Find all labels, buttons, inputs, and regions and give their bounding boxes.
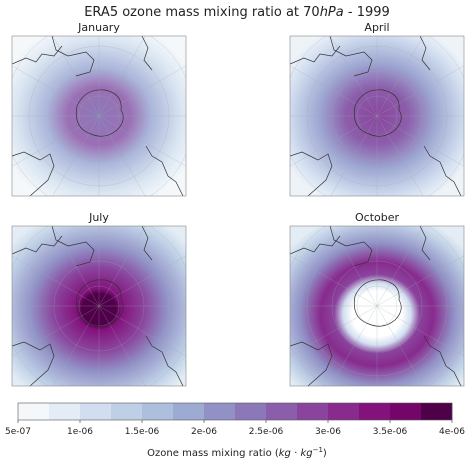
colorbar-band — [18, 403, 50, 420]
coastline — [12, 36, 184, 196]
meridian — [12, 65, 186, 167]
colorbar-tick-label: 4e-06 — [439, 427, 465, 437]
colorbar-tick-label: 3.5e-06 — [373, 427, 408, 437]
coastline — [290, 226, 462, 386]
colorbar-tick-label: 1e-06 — [67, 427, 93, 437]
panel-title: October — [355, 211, 399, 224]
panel-title: April — [364, 21, 389, 34]
colorbar-tick-label: 3e-06 — [315, 427, 341, 437]
colorbar-band — [80, 403, 112, 420]
colorbar-frame — [17, 402, 453, 421]
colorbar-band — [204, 403, 236, 420]
colorbar-tick-label: 2.5e-06 — [249, 427, 284, 437]
map-panel — [289, 225, 465, 387]
title-part: ERA5 ozone mass mixing ratio at 70 — [84, 5, 319, 20]
label-part: kg — [300, 448, 312, 459]
panel-frame — [289, 35, 465, 197]
map-content — [12, 226, 186, 386]
panel-frame — [11, 225, 187, 387]
colorbar-band — [173, 403, 205, 420]
panel-frame — [11, 35, 187, 197]
title-part: hPa — [320, 5, 344, 20]
map-panel — [289, 35, 465, 197]
title-part: - 1999 — [344, 5, 390, 20]
antarctica — [353, 279, 402, 327]
colorbar-band — [111, 403, 143, 420]
coastline — [290, 36, 462, 196]
map-content — [290, 226, 464, 386]
panel-frame — [289, 225, 465, 387]
colorbar: 5e-07 1e-06 1.5e-06 2e-06 2.5e-06 3e-06 3.5e-0… — [5, 402, 465, 437]
colorbar-band — [421, 403, 453, 420]
label-part: kg — [279, 448, 291, 459]
colorbar-band — [328, 403, 360, 420]
colorbar-label: Ozone mass mixing ratio (kg · kg−1) — [147, 446, 327, 459]
label-part: −1 — [313, 446, 323, 454]
label-part: · — [291, 448, 301, 459]
antarctica — [353, 89, 402, 137]
map-content — [12, 36, 186, 196]
colorbar-band — [297, 403, 329, 420]
panel-title: January — [77, 21, 120, 34]
colorbar-band — [359, 403, 391, 420]
colorbar-tick-label: 2e-06 — [191, 427, 217, 437]
label-part: Ozone mass mixing ratio ( — [147, 448, 279, 459]
antarctica — [75, 89, 124, 137]
map-panel — [11, 35, 187, 197]
colorbar-band — [142, 403, 174, 420]
panels: January April July October — [11, 21, 465, 387]
meridian — [12, 255, 186, 357]
colorbar-band — [390, 403, 422, 420]
antarctica — [75, 279, 124, 327]
map-content — [290, 36, 464, 196]
meridian — [290, 255, 464, 357]
colorbar-band — [49, 403, 81, 420]
colorbar-band — [266, 403, 298, 420]
colorbar-tick-label: 1.5e-06 — [125, 427, 160, 437]
colorbar-band — [235, 403, 267, 420]
map-panel — [11, 225, 187, 387]
meridian — [290, 65, 464, 167]
panel-title: July — [88, 211, 109, 224]
label-part: ) — [323, 448, 327, 459]
figure-title: ERA5 ozone mass mixing ratio at 70hPa - … — [84, 5, 390, 20]
colorbar-tick-label: 5e-07 — [5, 427, 31, 437]
coastline — [12, 226, 184, 386]
